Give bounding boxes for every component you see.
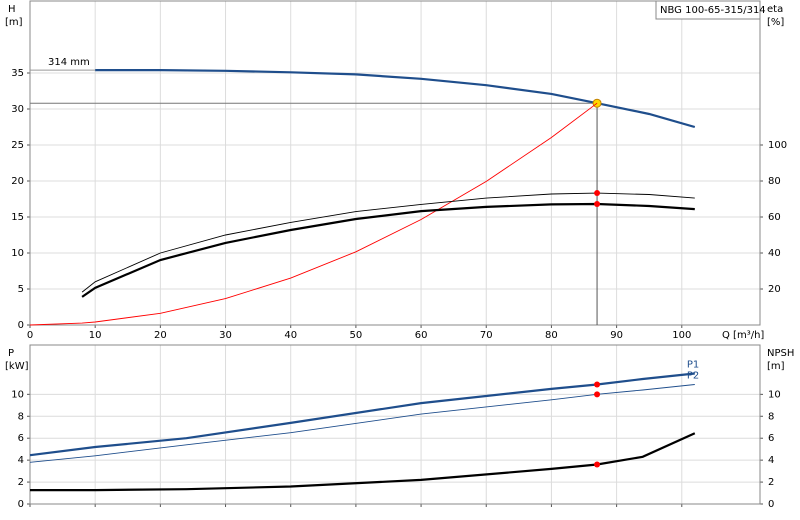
series-line xyxy=(29,384,695,463)
y-tick-label: 0 xyxy=(18,499,24,510)
series-line xyxy=(30,432,696,492)
y2-axis-label: eta xyxy=(767,4,783,15)
operating-point xyxy=(594,381,601,388)
y-tick-label: 35 xyxy=(11,68,24,79)
y-tick-label: 8 xyxy=(18,411,24,422)
y-tick-label: 25 xyxy=(11,140,24,151)
x-tick-label: 10 xyxy=(89,330,102,341)
series-line xyxy=(81,192,695,293)
x-axis-label: Q [m³/h] xyxy=(722,330,764,341)
x-tick-label: 20 xyxy=(154,330,167,341)
y2-axis-unit: [%] xyxy=(767,17,784,28)
y-tick-label: 10 xyxy=(11,248,24,259)
y2-tick-label: 80 xyxy=(768,176,781,187)
y2-tick-label: 60 xyxy=(768,212,781,223)
title-box xyxy=(655,0,761,20)
x-tick-label: 40 xyxy=(284,330,297,341)
y-tick-label: 30 xyxy=(11,104,24,115)
y-tick-label: 15 xyxy=(11,212,24,223)
y-tick-label: 2 xyxy=(18,477,24,488)
y2-tick-label: 8 xyxy=(768,411,774,422)
y2-axis-unit: [m] xyxy=(767,361,785,372)
x-tick-label: 60 xyxy=(415,330,428,341)
y-axis-unit: [kW] xyxy=(5,361,29,372)
y2-tick-label: 0 xyxy=(768,499,774,510)
operating-point xyxy=(594,391,601,398)
diameter-label: 314 mm xyxy=(48,57,90,68)
y-tick-label: 10 xyxy=(11,389,24,400)
series-line xyxy=(95,69,696,129)
x-tick-label: 80 xyxy=(545,330,558,341)
y-tick-label: 5 xyxy=(18,284,24,295)
y2-tick-label: 10 xyxy=(768,389,781,400)
y2-tick-label: 100 xyxy=(768,140,787,151)
series-line xyxy=(81,202,695,298)
operating-point xyxy=(594,461,601,468)
x-tick-label: 90 xyxy=(610,330,623,341)
y-tick-label: 20 xyxy=(11,176,24,187)
x-tick-label: 100 xyxy=(672,330,691,341)
operating-point xyxy=(594,190,601,197)
y-axis-label: H xyxy=(8,4,16,15)
chart-title: NBG 100-65-315/314 xyxy=(660,5,766,16)
x-tick-label: 0 xyxy=(27,330,33,341)
y-tick-label: 4 xyxy=(18,455,24,466)
series-line xyxy=(29,372,695,457)
y2-tick-label: 4 xyxy=(768,455,774,466)
operating-point xyxy=(594,201,601,208)
plot-frame xyxy=(29,344,761,505)
y-tick-label: 0 xyxy=(18,320,24,331)
x-tick-label: 70 xyxy=(480,330,493,341)
y-tick-label: 6 xyxy=(18,433,24,444)
y2-axis-label: NPSH xyxy=(767,348,794,359)
y-axis-label: P xyxy=(8,348,14,359)
series-label: P1 xyxy=(687,360,699,371)
y2-tick-label: 20 xyxy=(768,284,781,295)
series-line xyxy=(29,102,598,326)
plot-frame xyxy=(29,0,761,326)
y2-tick-label: 40 xyxy=(768,248,781,259)
y-axis-unit: [m] xyxy=(5,17,23,28)
series-label: P2 xyxy=(687,370,699,381)
y2-tick-label: 6 xyxy=(768,433,774,444)
x-tick-label: 30 xyxy=(219,330,232,341)
x-tick-label: 50 xyxy=(350,330,363,341)
y2-tick-label: 2 xyxy=(768,477,774,488)
